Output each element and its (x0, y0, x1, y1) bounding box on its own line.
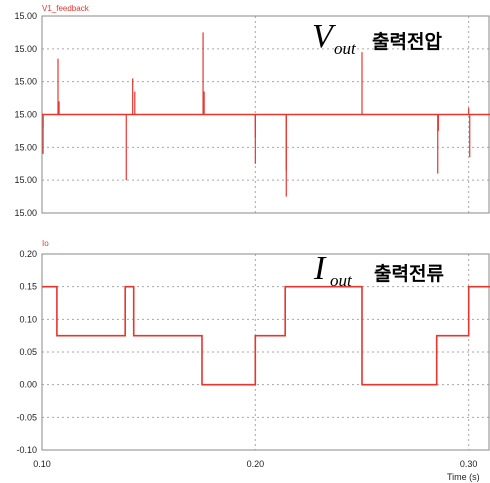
current-trace (42, 287, 490, 385)
current-y-tick-label: 0.20 (19, 249, 37, 259)
voltage-y-tick-label: 15.00 (14, 44, 37, 54)
iout-korean-label: 출력전류 (374, 263, 444, 285)
voltage-y-tick-label: 15.00 (14, 175, 37, 185)
x-tick-label: 0.10 (33, 459, 51, 469)
x-axis-title: Time (s) (447, 472, 480, 482)
voltage-y-tick-label: 15.00 (14, 208, 37, 218)
voltage-annotation: V out 출력전압 (312, 18, 442, 58)
voltage-y-ticks: 15.00 15.00 15.00 15.00 15.00 15.00 15.00 (14, 11, 37, 218)
vout-korean-label: 출력전압 (372, 31, 442, 53)
voltage-trace (42, 32, 490, 196)
voltage-series-label: V1_feedback (42, 4, 90, 13)
vout-subscript: out (334, 39, 357, 58)
current-y-tick-label: 0.05 (19, 347, 37, 357)
current-panel: 0.200.150.100.050.00-0.05-0.10 Io 0.10 0.… (16, 239, 490, 482)
iout-subscript: out (330, 271, 353, 290)
voltage-y-tick-label: 15.00 (14, 110, 37, 120)
voltage-y-tick-label: 15.00 (14, 142, 37, 152)
x-tick-label: 0.30 (460, 459, 478, 469)
current-series-label: Io (42, 239, 49, 248)
time-x-ticks: 0.10 0.20 0.30 (33, 459, 477, 469)
current-y-tick-label: 0.10 (19, 314, 37, 324)
current-y-tick-label: 0.00 (19, 380, 37, 390)
current-y-ticks: 0.20 0.15 0.10 0.05 0.00 -0.05 -0.10 (16, 249, 37, 455)
voltage-y-tick-label: 15.00 (14, 11, 37, 21)
current-y-tick-label: -0.05 (16, 412, 37, 422)
x-tick-label: 0.20 (247, 459, 265, 469)
current-y-tick-label: -0.10 (16, 445, 37, 455)
current-annotation: I out 출력전류 (313, 250, 444, 290)
voltage-y-tick-label: 15.00 (14, 77, 37, 87)
current-step-line (42, 287, 490, 385)
voltage-panel: 15.00 15.00 15.00 15.00 15.00 15.00 15.00 V1_f… (14, 4, 490, 218)
iout-symbol: I (313, 250, 327, 287)
current-y-tick-label: 0.15 (19, 282, 37, 292)
